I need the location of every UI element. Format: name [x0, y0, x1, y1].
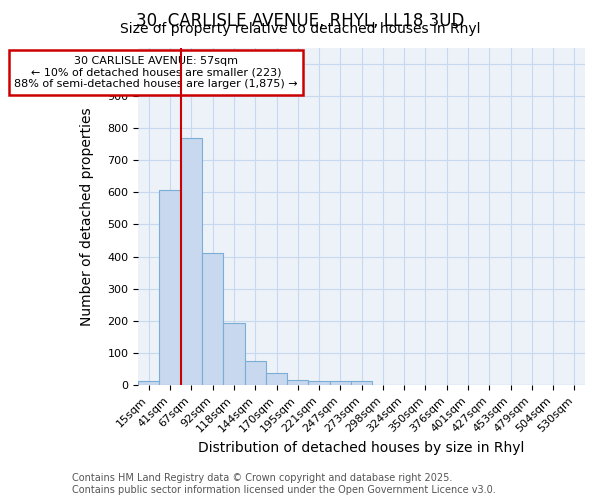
Bar	[245, 361, 266, 386]
Bar	[202, 253, 223, 386]
Bar	[308, 380, 329, 386]
Text: 30 CARLISLE AVENUE: 57sqm
← 10% of detached houses are smaller (223)
88% of semi: 30 CARLISLE AVENUE: 57sqm ← 10% of detac…	[14, 56, 298, 89]
Bar	[266, 373, 287, 386]
Bar	[287, 380, 308, 386]
Bar	[329, 380, 351, 386]
Bar	[351, 382, 372, 386]
Text: Size of property relative to detached houses in Rhyl: Size of property relative to detached ho…	[120, 22, 480, 36]
Bar	[223, 324, 245, 386]
Bar	[160, 190, 181, 386]
X-axis label: Distribution of detached houses by size in Rhyl: Distribution of detached houses by size …	[199, 441, 525, 455]
Text: Contains HM Land Registry data © Crown copyright and database right 2025.
Contai: Contains HM Land Registry data © Crown c…	[72, 474, 496, 495]
Bar	[181, 138, 202, 386]
Text: 30, CARLISLE AVENUE, RHYL, LL18 3UD: 30, CARLISLE AVENUE, RHYL, LL18 3UD	[136, 12, 464, 30]
Y-axis label: Number of detached properties: Number of detached properties	[80, 107, 94, 326]
Bar	[138, 380, 160, 386]
